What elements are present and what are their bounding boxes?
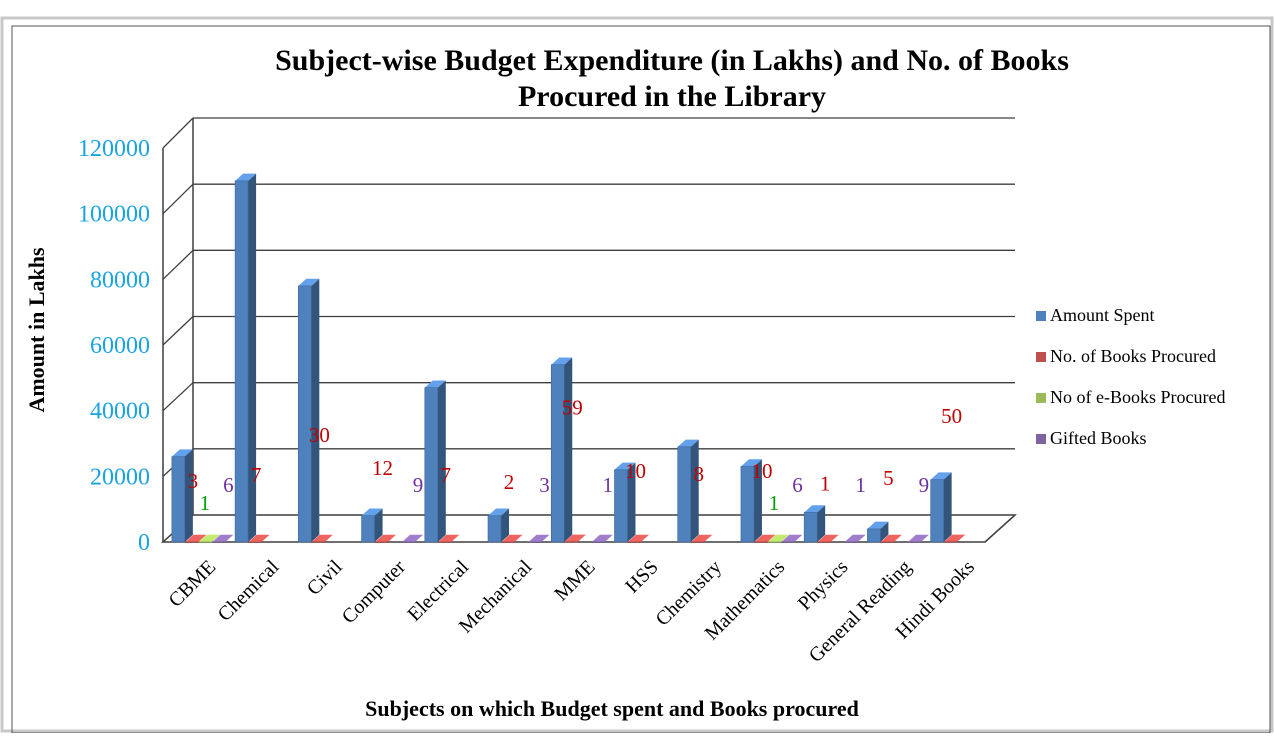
- y-tick-label: 60000: [90, 333, 150, 359]
- bar-physics-series-0: [803, 505, 826, 543]
- bar-general-reading-series-3: [907, 534, 929, 543]
- data-label: 2: [504, 470, 515, 494]
- bar-chemical-series-1: [248, 534, 270, 543]
- bar-chemical-series-0: [234, 173, 257, 543]
- legend: Amount Spent No. of Books Procured No of e…: [1036, 305, 1225, 448]
- gridline-depth: [162, 382, 194, 412]
- legend-label: No of e-Books Procured: [1050, 387, 1225, 407]
- floor-right-edge: [984, 514, 1016, 543]
- bar-general-reading-series-1: [880, 534, 902, 543]
- bar-computer-series-3: [401, 534, 424, 543]
- y-tick-label: 120000: [78, 136, 150, 162]
- data-label: 3: [188, 469, 199, 493]
- bar-civil-series-1: [311, 534, 333, 543]
- bar-mme-series-1: [564, 534, 586, 543]
- chart-title-line-1: Subject-wise Budget Expenditure (in Lakh…: [275, 44, 1069, 77]
- gridline-depth: [162, 316, 194, 346]
- bar-physics-series-1: [817, 534, 839, 543]
- bar-mathematics-series-1: [754, 534, 776, 543]
- data-label: 30: [309, 423, 330, 447]
- bar-electrical-series-0: [424, 380, 446, 543]
- bar-general-reading-series-0: [867, 521, 889, 543]
- y-tick-label: 0: [138, 530, 150, 556]
- bar-chemistry-series-0: [677, 439, 699, 543]
- legend-swatch: [1036, 311, 1046, 321]
- bar-computer-series-0: [361, 508, 383, 543]
- bars: [171, 173, 966, 543]
- bar-hindi-books-series-0: [930, 472, 952, 543]
- bar-cbme-series-3: [212, 534, 234, 543]
- bar-mme-series-0: [550, 357, 573, 543]
- bar-electrical-series-1: [437, 534, 460, 543]
- bar-hss-series-1: [627, 534, 649, 543]
- chart-title-line-2: Procured in the Library: [518, 80, 826, 113]
- data-label: 1: [820, 472, 831, 496]
- data-label: 7: [251, 463, 262, 487]
- bar-mme-series-3: [591, 534, 613, 543]
- gridline-depth: [162, 183, 194, 215]
- data-label: 59: [562, 395, 583, 419]
- data-label: 9: [413, 473, 424, 497]
- data-label: 50: [941, 404, 962, 428]
- bar-cbme-series-1: [185, 534, 207, 543]
- legend-swatch: [1036, 352, 1046, 362]
- bar-cbme-series-0: [171, 449, 193, 543]
- data-label: 1: [200, 491, 211, 515]
- legend-label: No. of Books Procured: [1050, 346, 1216, 366]
- outer-border: [0, 16, 1274, 733]
- data-label: 10: [751, 459, 772, 483]
- y-tick-label: 100000: [78, 202, 150, 228]
- data-label: 6: [792, 473, 803, 497]
- y-tick-label: 20000: [90, 464, 150, 490]
- bar-mathematics-series-0: [740, 459, 762, 543]
- legend-label: Amount Spent: [1050, 305, 1155, 325]
- y-tick-labels: 0 20000 40000 60000 80000 100000 120000: [78, 136, 150, 556]
- gridline-depth: [162, 117, 194, 149]
- legend-swatch: [1036, 393, 1046, 403]
- bar-mathematics-series-2: [767, 534, 789, 543]
- bar-civil-series-0: [298, 278, 320, 543]
- y-tick-label: 40000: [90, 399, 150, 425]
- y-axis-label: Amount in Lakhs: [24, 247, 49, 413]
- data-label: 12: [372, 456, 393, 480]
- bar-chemistry-series-1: [690, 534, 713, 543]
- data-label: 5: [883, 466, 894, 490]
- bar-mechanical-series-0: [487, 508, 510, 543]
- data-label: 1: [855, 473, 866, 497]
- legend-label: Gifted Books: [1050, 428, 1147, 448]
- data-label: 1: [603, 473, 614, 497]
- gridlines: [162, 117, 1015, 477]
- bar-cbme-series-2: [198, 534, 220, 543]
- bar-computer-series-1: [374, 534, 397, 543]
- data-label: 1: [769, 491, 780, 515]
- data-label: 8: [693, 462, 704, 486]
- bar-mechanical-series-1: [501, 534, 523, 543]
- bar-mathematics-series-3: [781, 534, 803, 543]
- bar-mechanical-series-3: [528, 534, 550, 543]
- legend-swatch: [1036, 434, 1046, 444]
- data-label: 7: [441, 463, 452, 487]
- data-label: 9: [919, 473, 930, 497]
- bar-hss-series-0: [614, 462, 636, 543]
- bar-physics-series-3: [844, 534, 866, 543]
- data-label: 6: [223, 473, 234, 497]
- bar-hindi-books-series-1: [943, 534, 966, 543]
- data-label: 10: [625, 459, 646, 483]
- gridline-depth: [162, 249, 194, 280]
- x-axis-label: Subjects on which Budget spent and Books…: [365, 696, 859, 721]
- data-label: 3: [539, 473, 550, 497]
- y-tick-label: 80000: [90, 267, 150, 293]
